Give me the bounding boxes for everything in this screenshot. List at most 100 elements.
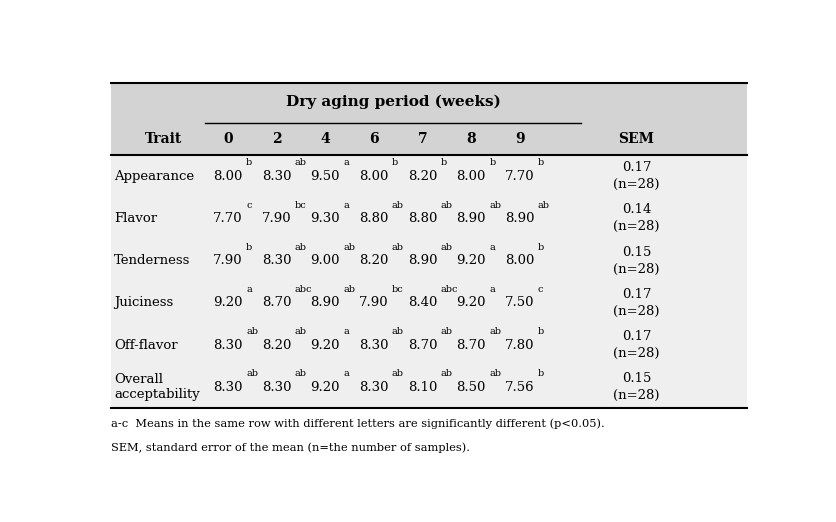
Text: b: b	[246, 243, 252, 252]
Text: 9.20: 9.20	[310, 381, 339, 394]
Text: 7.90: 7.90	[359, 296, 388, 310]
Text: 8: 8	[466, 132, 476, 146]
Text: ab: ab	[246, 327, 257, 336]
Text: 8.90: 8.90	[310, 296, 339, 310]
Text: ab: ab	[294, 327, 306, 336]
Text: b: b	[538, 158, 543, 168]
Text: 8.00: 8.00	[504, 254, 534, 267]
Text: 7.90: 7.90	[213, 254, 242, 267]
Text: 4: 4	[320, 132, 329, 146]
Text: 8.20: 8.20	[407, 170, 436, 183]
Text: 6: 6	[369, 132, 378, 146]
Text: 8.90: 8.90	[456, 212, 485, 225]
Text: abc: abc	[440, 285, 457, 294]
Text: 8.70: 8.70	[456, 338, 485, 351]
Text: ab: ab	[343, 285, 355, 294]
Text: 8.90: 8.90	[407, 254, 436, 267]
Text: ab: ab	[391, 243, 404, 252]
Text: b: b	[440, 158, 446, 168]
Text: b: b	[538, 370, 543, 378]
Text: 8.70: 8.70	[262, 296, 291, 310]
Text: 0.17
(n=28): 0.17 (n=28)	[613, 330, 659, 360]
Text: ab: ab	[391, 370, 404, 378]
Text: c: c	[538, 285, 543, 294]
Text: 7.50: 7.50	[504, 296, 534, 310]
Text: 7.70: 7.70	[213, 212, 242, 225]
Text: 8.00: 8.00	[456, 170, 485, 183]
Text: 0: 0	[223, 132, 232, 146]
Text: b: b	[538, 243, 543, 252]
Text: ab: ab	[489, 327, 501, 336]
Text: b: b	[489, 158, 495, 168]
Text: 7.56: 7.56	[504, 381, 534, 394]
Text: 7.80: 7.80	[504, 338, 534, 351]
Text: Flavor: Flavor	[115, 212, 157, 225]
Text: 9.20: 9.20	[456, 254, 485, 267]
Text: 9.30: 9.30	[310, 212, 339, 225]
Text: 8.30: 8.30	[213, 338, 242, 351]
Text: SEM, standard error of the mean (n=the number of samples).: SEM, standard error of the mean (n=the n…	[111, 443, 470, 453]
Text: Appearance: Appearance	[115, 170, 194, 183]
Text: 8.20: 8.20	[359, 254, 388, 267]
Text: 7: 7	[417, 132, 426, 146]
Text: 0.17
(n=28): 0.17 (n=28)	[613, 288, 659, 318]
Text: 8.30: 8.30	[262, 170, 291, 183]
Text: 7.70: 7.70	[504, 170, 534, 183]
Text: ab: ab	[294, 243, 306, 252]
Text: 8.10: 8.10	[407, 381, 436, 394]
Text: a-c  Means in the same row with different letters are significantly different (p: a-c Means in the same row with different…	[111, 418, 604, 429]
Text: 0.15
(n=28): 0.15 (n=28)	[613, 372, 659, 402]
Text: a: a	[489, 243, 494, 252]
Text: 9.00: 9.00	[310, 254, 339, 267]
Text: 8.80: 8.80	[407, 212, 436, 225]
Text: a: a	[489, 285, 494, 294]
Text: ab: ab	[489, 370, 501, 378]
Text: ab: ab	[440, 243, 452, 252]
Text: 0.17
(n=28): 0.17 (n=28)	[613, 161, 659, 191]
Text: 9.20: 9.20	[213, 296, 242, 310]
Text: a: a	[343, 327, 349, 336]
Text: ab: ab	[391, 200, 404, 209]
Text: a: a	[343, 158, 349, 168]
Text: ab: ab	[440, 370, 452, 378]
Text: ab: ab	[391, 327, 404, 336]
Text: Overall
acceptability: Overall acceptability	[115, 373, 200, 401]
Text: abc: abc	[294, 285, 312, 294]
Text: 8.80: 8.80	[359, 212, 388, 225]
Text: a: a	[246, 285, 252, 294]
Text: 8.40: 8.40	[407, 296, 436, 310]
Text: a: a	[343, 200, 349, 209]
Text: Juiciness: Juiciness	[115, 296, 173, 310]
Text: b: b	[246, 158, 252, 168]
Text: ab: ab	[489, 200, 501, 209]
Text: 8.30: 8.30	[262, 381, 291, 394]
Text: 8.00: 8.00	[213, 170, 242, 183]
Text: c: c	[246, 200, 252, 209]
Text: b: b	[391, 158, 398, 168]
Text: 8.70: 8.70	[407, 338, 436, 351]
Text: ab: ab	[246, 370, 257, 378]
Text: bc: bc	[391, 285, 403, 294]
Text: ab: ab	[440, 327, 452, 336]
Text: 8.90: 8.90	[504, 212, 534, 225]
Text: 8.50: 8.50	[456, 381, 485, 394]
Text: 0.14
(n=28): 0.14 (n=28)	[613, 204, 659, 233]
Text: Off-flavor: Off-flavor	[115, 338, 178, 351]
Text: 2: 2	[272, 132, 281, 146]
Text: 8.30: 8.30	[262, 254, 291, 267]
Text: ab: ab	[538, 200, 549, 209]
Text: bc: bc	[294, 200, 306, 209]
Text: 7.90: 7.90	[262, 212, 291, 225]
Text: 9: 9	[514, 132, 524, 146]
Text: 8.30: 8.30	[213, 381, 242, 394]
Text: 9.50: 9.50	[310, 170, 339, 183]
Text: Dry aging period (weeks): Dry aging period (weeks)	[286, 95, 500, 109]
Text: ab: ab	[343, 243, 355, 252]
Text: 0.15
(n=28): 0.15 (n=28)	[613, 245, 659, 276]
Text: Tenderness: Tenderness	[115, 254, 191, 267]
Text: a: a	[343, 370, 349, 378]
Text: 9.20: 9.20	[310, 338, 339, 351]
Text: Trait: Trait	[144, 132, 181, 146]
Text: 8.30: 8.30	[359, 338, 388, 351]
Text: b: b	[538, 327, 543, 336]
